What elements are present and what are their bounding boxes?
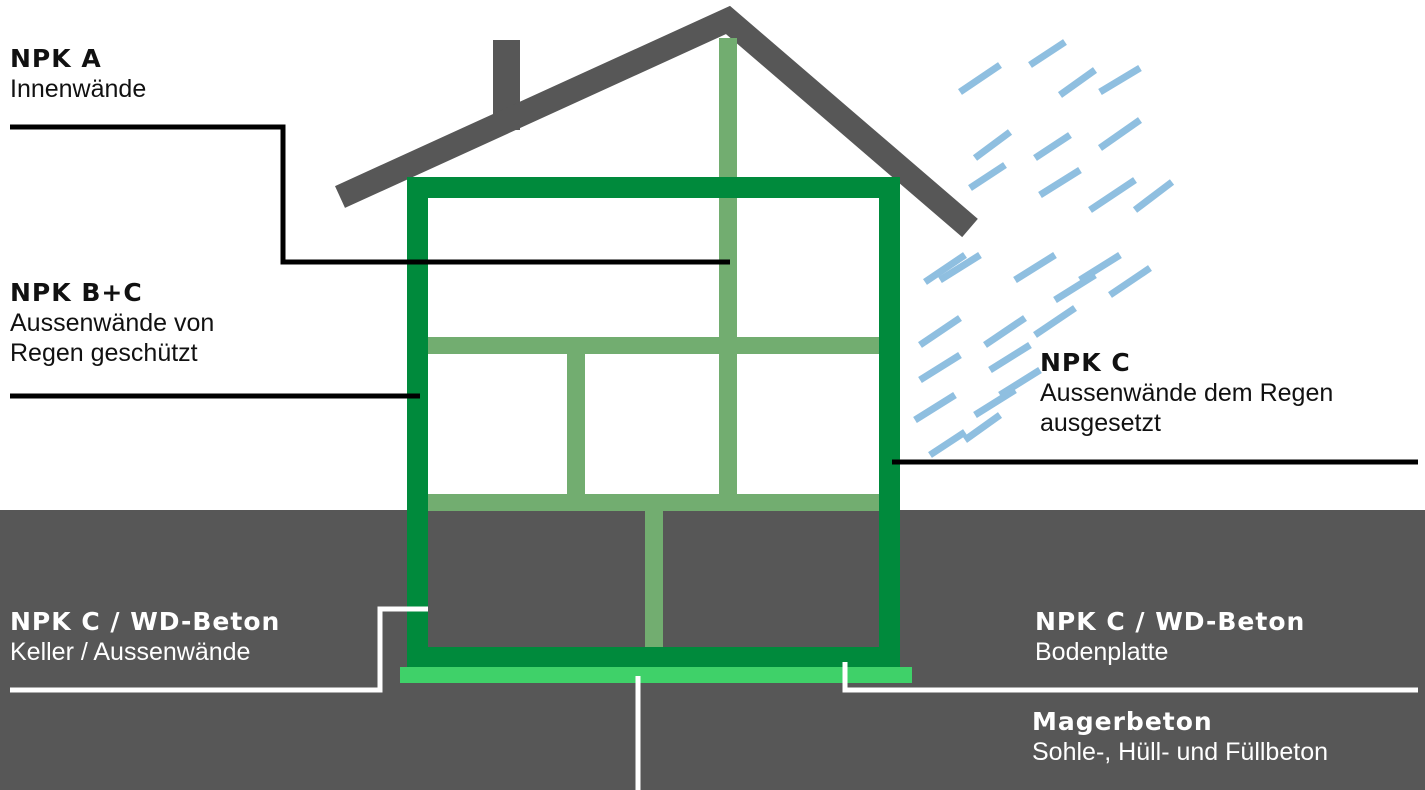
rain-streak	[923, 252, 967, 285]
label-npk-a-desc: Innenwände	[10, 75, 147, 103]
rain-streak	[1078, 252, 1122, 283]
label-npk-c-desc-2: ausgesetzt	[1040, 409, 1161, 437]
label-npk-c-boden-desc: Bodenplatte	[1035, 638, 1169, 666]
label-npk-a-title: NPK A	[10, 44, 102, 73]
rain-streak	[1033, 305, 1077, 338]
inner-wall-vertical-basement	[645, 508, 663, 653]
rain-streak	[1108, 265, 1152, 298]
inner-wall-vertical-mid-right	[719, 350, 737, 500]
rain-streak	[928, 429, 967, 458]
rain-streak	[918, 352, 962, 383]
label-npk-c-desc-1: Aussenwände dem Regen	[1040, 379, 1334, 407]
inner-walls	[420, 38, 890, 653]
label-magerbeton-desc: Sohle-, Hüll- und Füllbeton	[1032, 738, 1328, 766]
label-npk-bc-title: NPK B+C	[10, 278, 143, 307]
rain-streak	[1097, 117, 1143, 151]
rain-streak	[1088, 177, 1137, 213]
rain-streak	[1028, 39, 1067, 68]
label-npk-bc: NPK B+C Aussenwände von Regen geschützt	[10, 278, 214, 368]
leader-npk-c-keller	[10, 606, 428, 693]
label-npk-c: NPK C Aussenwände dem Regen ausgesetzt	[1040, 348, 1333, 438]
foundation-slab	[400, 667, 912, 683]
leader-npk-a	[10, 124, 730, 265]
rain-streak	[1057, 67, 1098, 98]
rain-streak	[988, 342, 1032, 373]
rain-streak	[972, 129, 1013, 161]
rain-streak	[998, 367, 1042, 398]
rain-streak	[918, 315, 962, 348]
label-npk-bc-desc-1: Aussenwände von	[10, 309, 215, 337]
rain-streak	[1053, 272, 1097, 303]
label-npk-a: NPK A Innenwände	[10, 44, 146, 104]
roof	[335, 5, 978, 238]
leader-lines	[10, 124, 1418, 790]
rain-streak	[968, 162, 1007, 191]
rain-streak	[913, 392, 957, 423]
label-npk-c-boden: NPK C / WD-Beton Bodenplatte	[1035, 607, 1305, 667]
inner-wall-floor-1	[420, 337, 890, 354]
inner-wall-floor-2	[420, 494, 890, 511]
label-npk-c-keller-title: NPK C / WD-Beton	[10, 607, 281, 636]
rain	[913, 39, 1175, 458]
label-npk-c-keller: NPK C / WD-Beton Keller / Aussenwände	[10, 607, 280, 667]
label-magerbeton-title: Magerbeton	[1032, 707, 1213, 736]
label-npk-c-title: NPK C	[1040, 348, 1131, 377]
rain-streak	[973, 387, 1017, 418]
rain-streak	[962, 412, 1003, 443]
rain-streak	[938, 252, 982, 283]
rain-streak	[983, 315, 1027, 348]
outer-walls	[407, 177, 900, 668]
label-npk-c-boden-title: NPK C / WD-Beton	[1035, 607, 1306, 636]
label-magerbeton: Magerbeton Sohle-, Hüll- und Füllbeton	[1032, 707, 1328, 767]
rain-streak	[1013, 252, 1057, 283]
rain-streak	[958, 62, 1002, 95]
inner-wall-vertical-mid-left	[567, 350, 585, 500]
rain-streak	[1033, 132, 1072, 161]
label-npk-c-keller-desc: Keller / Aussenwände	[10, 638, 251, 666]
label-npk-bc-desc-2: Regen geschützt	[10, 339, 198, 367]
leader-npk-c-boden	[842, 662, 1418, 693]
rain-streak	[1098, 64, 1142, 96]
rain-streak	[1038, 167, 1082, 198]
rain-streak	[1132, 179, 1175, 213]
